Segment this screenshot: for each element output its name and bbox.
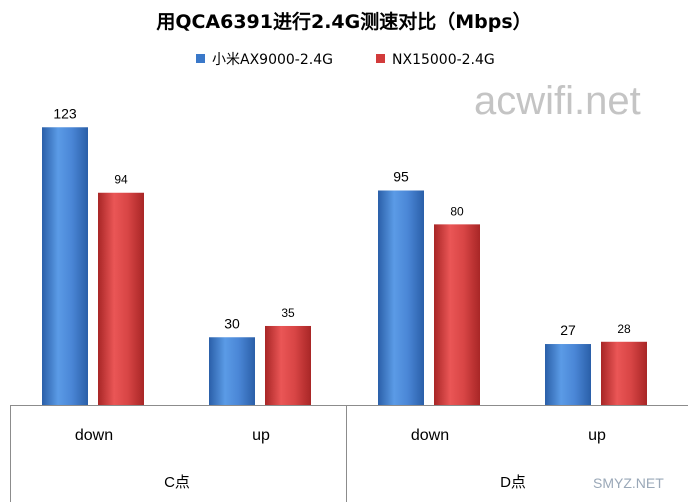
value-label-blue-c-up: 30: [224, 315, 240, 331]
bar-blue-d-down: [378, 190, 424, 405]
category-axis: [10, 405, 688, 502]
tick-label-d-up: up: [588, 427, 606, 444]
value-label-blue-c-down: 123: [53, 105, 77, 121]
legend: 小米AX9000-2.4G NX15000-2.4G: [196, 52, 495, 68]
legend-label-series-1: 小米AX9000-2.4G: [212, 52, 333, 68]
value-label-blue-d-down: 95: [393, 168, 409, 184]
bar-blue-c-down: [42, 127, 88, 406]
legend-label-series-2: NX15000-2.4G: [392, 52, 495, 68]
bar-red-c-up: [265, 325, 311, 405]
group-labels: C点 D点: [164, 474, 526, 491]
tick-label-c-down: down: [75, 427, 113, 444]
bar-red-c-down: [98, 192, 144, 405]
legend-swatch-series-1: [196, 54, 205, 63]
bar-blue-d-up: [545, 344, 591, 405]
watermark-acwifi: acwifi.net: [474, 79, 641, 123]
bar-red-d-down: [434, 224, 480, 405]
chart-title: 用QCA6391进行2.4G测速对比（Mbps）: [156, 10, 531, 33]
value-labels-layer: 123 30 95 27 94 35 80 28: [53, 105, 631, 338]
bar-red-d-up: [601, 341, 647, 405]
tick-label-c-up: up: [252, 427, 270, 444]
value-label-red-c-up: 35: [281, 306, 295, 320]
group-label-d: D点: [500, 474, 526, 491]
bar-blue-c-up: [209, 337, 255, 405]
category-labels: down up down up: [75, 427, 606, 444]
watermark-smyz: SMYZ.NET: [593, 475, 664, 491]
bars-layer: [42, 127, 647, 406]
legend-swatch-series-2: [376, 54, 385, 63]
tick-label-d-down: down: [411, 427, 449, 444]
value-label-red-c-down: 94: [114, 173, 128, 187]
value-label-blue-d-up: 27: [560, 322, 576, 338]
group-label-c: C点: [164, 474, 190, 491]
value-label-red-d-up: 28: [617, 322, 631, 336]
value-label-red-d-down: 80: [450, 204, 464, 218]
